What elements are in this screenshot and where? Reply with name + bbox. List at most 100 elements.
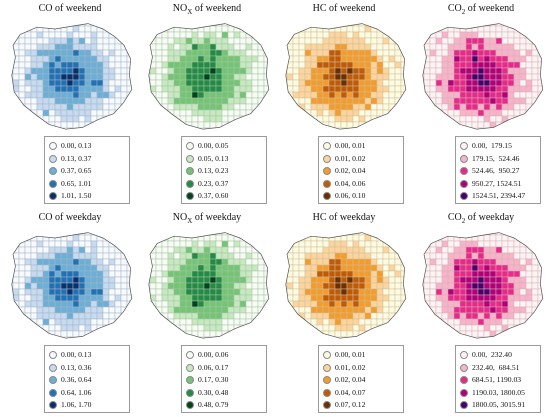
grid-cell	[340, 31, 348, 39]
grid-cell	[316, 37, 324, 45]
grid-cell	[471, 73, 479, 81]
grid-cell	[42, 294, 50, 302]
grid-cell	[352, 306, 360, 314]
grid-cell	[447, 312, 455, 320]
grid-cell	[370, 306, 378, 314]
grid-cell	[108, 288, 116, 296]
grid-cell	[495, 232, 503, 236]
grid-cell	[90, 258, 98, 266]
grid-cell	[441, 270, 449, 278]
grid-cell	[310, 300, 318, 308]
grid-cell	[316, 79, 324, 87]
grid-cell	[167, 79, 175, 87]
grid-cell	[370, 252, 378, 260]
grid-cell	[322, 312, 330, 320]
grid-cell	[48, 49, 56, 57]
grid-cell	[483, 246, 491, 254]
grid-cell	[370, 282, 378, 290]
grid-cell	[310, 312, 318, 320]
grid-cell	[185, 246, 193, 254]
grid-cell	[370, 294, 378, 302]
grid-cell	[298, 300, 306, 308]
grid-cell	[489, 109, 497, 117]
grid-cell	[358, 79, 366, 87]
grid-cell	[453, 294, 461, 302]
grid-cell	[203, 67, 211, 75]
panel-nox-weekend: NOX of weekend 0.00, 0.05 0.05, 0.13 0.13, …	[141, 3, 273, 208]
grid-cell	[328, 312, 336, 320]
grid-cell	[233, 85, 241, 93]
grid-cell	[233, 109, 241, 117]
grid-cell	[346, 234, 354, 242]
grid-cell	[376, 246, 384, 254]
grid-cell	[24, 270, 32, 278]
grid-cell	[441, 282, 449, 290]
grid-cell	[322, 306, 330, 314]
grid-cell	[483, 270, 491, 278]
grid-cell	[352, 73, 360, 81]
legend-swatch	[49, 142, 57, 150]
grid-cell	[155, 246, 163, 254]
grid-cell	[30, 252, 38, 260]
grid-cell	[72, 103, 80, 111]
grid-cell	[251, 85, 259, 93]
grid-cell	[459, 97, 467, 105]
grid-cell	[48, 306, 56, 314]
grid-cell	[239, 282, 247, 290]
grid-cell	[167, 300, 175, 308]
grid-cell	[364, 79, 372, 87]
grid-cell	[48, 97, 56, 105]
grid-cell	[155, 73, 163, 81]
region-boundary	[11, 232, 133, 339]
grid-cell	[370, 312, 378, 320]
grid-cell	[48, 109, 56, 117]
grid-cell	[525, 67, 533, 75]
grid-cell	[465, 109, 473, 117]
grid-cell	[191, 103, 199, 111]
grid-cell	[209, 330, 217, 338]
grid-cell	[388, 264, 396, 272]
grid-cell	[334, 240, 342, 248]
grid-cell	[322, 282, 330, 290]
grid-cell	[477, 258, 485, 266]
grid-cell	[501, 270, 509, 278]
grid-cell	[233, 264, 241, 272]
grid-cell	[429, 55, 437, 63]
grid-cell	[346, 264, 354, 272]
grid-cell	[310, 264, 318, 272]
grid-cell	[298, 49, 306, 57]
grid-cell	[84, 306, 92, 314]
grid-cell	[459, 264, 467, 272]
grid-cell	[477, 73, 485, 81]
grid-cell	[30, 312, 38, 320]
grid-cell	[167, 288, 175, 296]
grid-cell	[453, 270, 461, 278]
grid-cell	[185, 49, 193, 57]
grid-cell	[346, 282, 354, 290]
grid-cell	[90, 246, 98, 254]
grid-cell	[221, 240, 229, 248]
grid-cell	[346, 49, 354, 57]
grid-cell	[298, 55, 306, 63]
grid-cell	[483, 288, 491, 296]
grid-cell	[304, 25, 312, 33]
grid-cell	[36, 264, 44, 272]
grid-cell	[435, 67, 443, 75]
grid-cell	[453, 55, 461, 63]
grid-cell	[376, 288, 384, 296]
grid-cell	[251, 73, 259, 81]
grid-cell	[24, 79, 32, 87]
legend: 0.00, 0.01 0.01, 0.02 0.02, 0.04 0.04, 0.06…	[318, 136, 404, 204]
grid-cells	[11, 23, 132, 130]
grid-cell	[179, 318, 187, 326]
grid-cell	[352, 312, 360, 320]
grid-cell	[233, 240, 241, 248]
grid-cell	[471, 294, 479, 302]
grid-cell	[328, 270, 336, 278]
grid-cell	[447, 234, 455, 242]
grid-cell	[441, 37, 449, 45]
panel-title: HC of weekday	[278, 212, 410, 223]
grid-cell	[376, 97, 384, 105]
grid-cell	[441, 306, 449, 314]
